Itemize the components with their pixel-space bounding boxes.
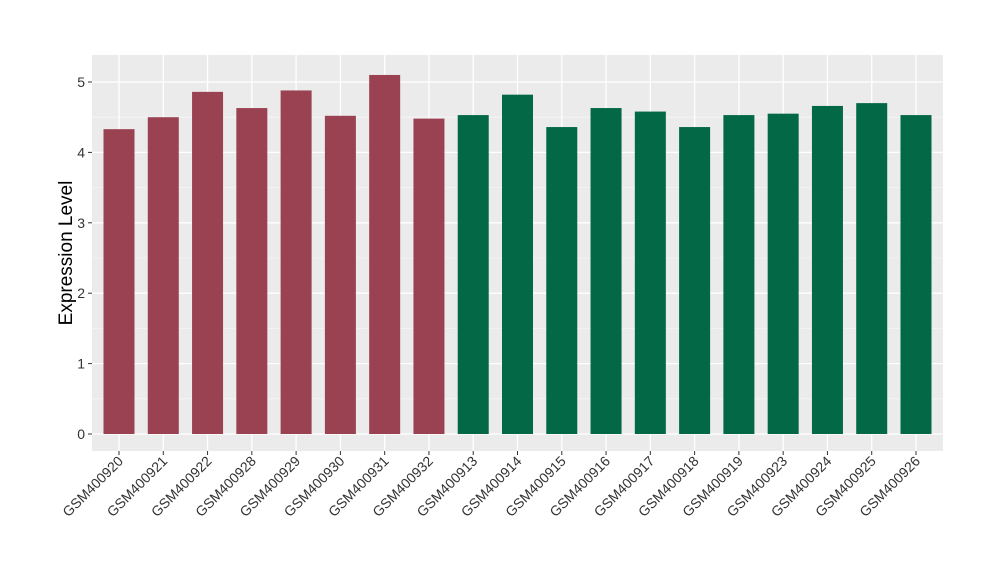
y-tick-label: 0 — [77, 426, 85, 442]
y-tick-label: 4 — [77, 144, 85, 160]
bar-GSM400921 — [147, 117, 179, 434]
bar-GSM400915 — [546, 127, 578, 434]
bar-GSM400916 — [590, 108, 622, 434]
bar-GSM400931 — [369, 74, 401, 435]
bar-GSM400930 — [324, 115, 356, 435]
bar-GSM400924 — [811, 105, 843, 434]
y-tick-label: 1 — [77, 356, 85, 372]
y-tick-label: 5 — [77, 74, 85, 90]
bar-GSM400913 — [457, 115, 489, 434]
y-axis-label: Expression Level — [56, 181, 77, 326]
y-tick-label: 2 — [77, 285, 85, 301]
bar-GSM400918 — [679, 127, 711, 434]
bar-GSM400929 — [280, 90, 312, 434]
bar-GSM400932 — [413, 118, 445, 434]
bar-GSM400920 — [103, 129, 135, 434]
bar-GSM400925 — [856, 103, 888, 435]
bar-GSM400914 — [502, 94, 533, 434]
bar-GSM400926 — [900, 115, 932, 434]
bar-GSM400923 — [767, 113, 799, 435]
bar-GSM400917 — [634, 111, 666, 435]
y-tick-label: 3 — [77, 215, 85, 231]
bar-GSM400928 — [236, 108, 268, 434]
bar-GSM400922 — [192, 91, 224, 434]
bar-GSM400919 — [723, 115, 755, 434]
